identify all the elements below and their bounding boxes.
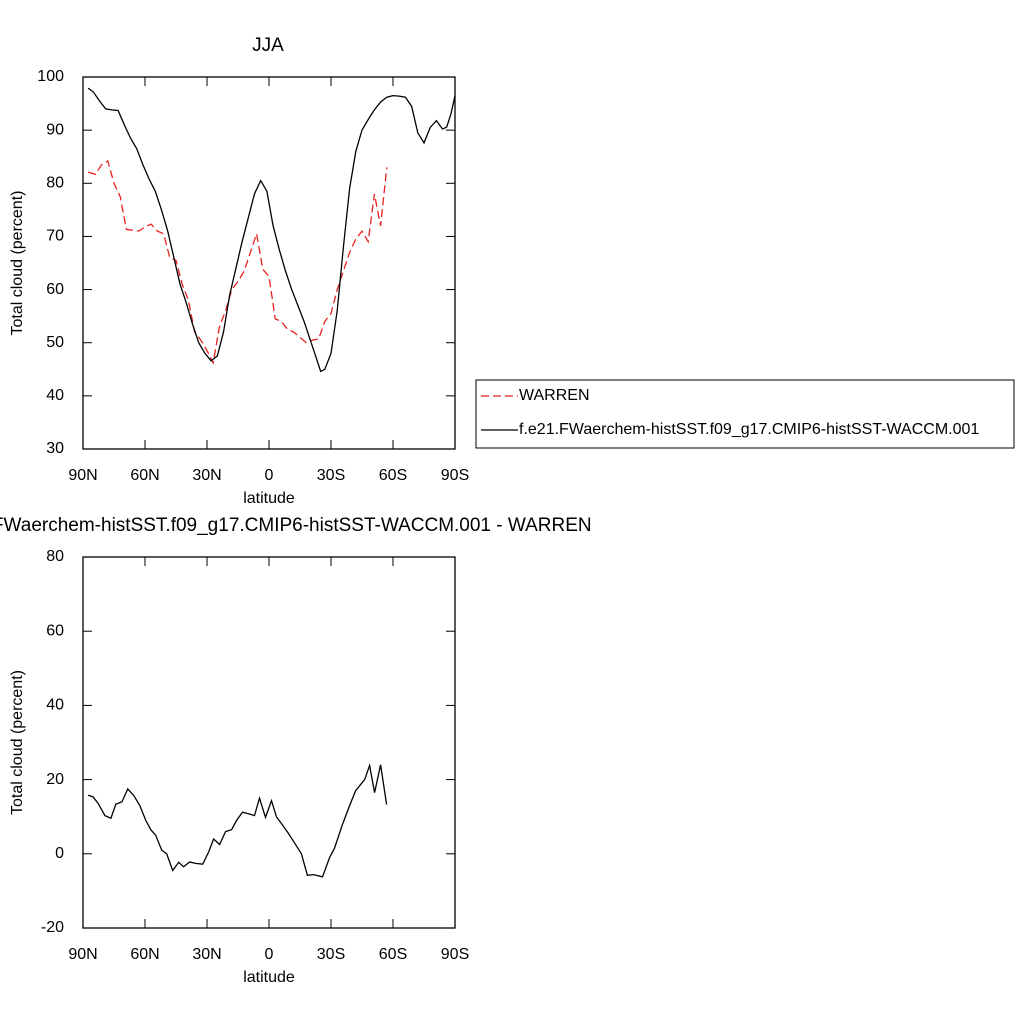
data-line xyxy=(88,160,388,365)
x-tick-label: 0 xyxy=(265,467,274,484)
y-tick-label: 60 xyxy=(46,281,64,298)
x-tick-label: 90S xyxy=(441,467,469,484)
y-tick-label: 60 xyxy=(46,622,64,639)
x-tick-label: 30N xyxy=(192,946,221,963)
x-tick-label: 90S xyxy=(441,946,469,963)
legend-box xyxy=(475,379,1015,449)
y-tick-label: 0 xyxy=(55,845,64,862)
chart-title: JJA xyxy=(252,35,284,56)
data-line xyxy=(87,762,388,878)
x-tick-label: 90N xyxy=(68,467,97,484)
x-tick-label: 30N xyxy=(192,467,221,484)
x-axis-label: latitude xyxy=(243,969,295,986)
plot-frame xyxy=(82,556,456,929)
y-tick-label: 40 xyxy=(46,387,64,404)
legend-label: f.e21.FWaerchem-histSST.f09_g17.CMIP6-hi… xyxy=(519,421,979,438)
y-tick-label: 70 xyxy=(46,228,64,245)
chart-title: f.e21.FWaerchem-histSST.f09_g17.CMIP6-hi… xyxy=(0,515,592,536)
x-tick-label: 30S xyxy=(317,946,345,963)
y-tick-label: 80 xyxy=(46,548,64,565)
y-tick-label: 100 xyxy=(37,68,64,85)
x-tick-label: 90N xyxy=(68,946,97,963)
x-tick-label: 60N xyxy=(130,946,159,963)
x-tick-label: 0 xyxy=(265,946,274,963)
y-tick-label: 30 xyxy=(46,440,64,457)
x-axis-label: latitude xyxy=(243,490,295,507)
y-tick-label: 80 xyxy=(46,175,64,192)
plot-frame xyxy=(82,76,456,450)
y-tick-label: 90 xyxy=(46,121,64,138)
x-tick-label: 30S xyxy=(317,467,345,484)
y-axis-label: Total cloud (percent) xyxy=(9,670,26,815)
y-tick-label: -20 xyxy=(41,919,64,936)
y-axis-label: Total cloud (percent) xyxy=(9,191,26,336)
x-tick-label: 60N xyxy=(130,467,159,484)
y-tick-label: 50 xyxy=(46,334,64,351)
x-tick-label: 60S xyxy=(379,946,407,963)
y-tick-label: 40 xyxy=(46,697,64,714)
y-tick-label: 20 xyxy=(46,771,64,788)
x-tick-label: 60S xyxy=(379,467,407,484)
data-line xyxy=(87,87,456,373)
legend-label: WARREN xyxy=(519,387,590,404)
